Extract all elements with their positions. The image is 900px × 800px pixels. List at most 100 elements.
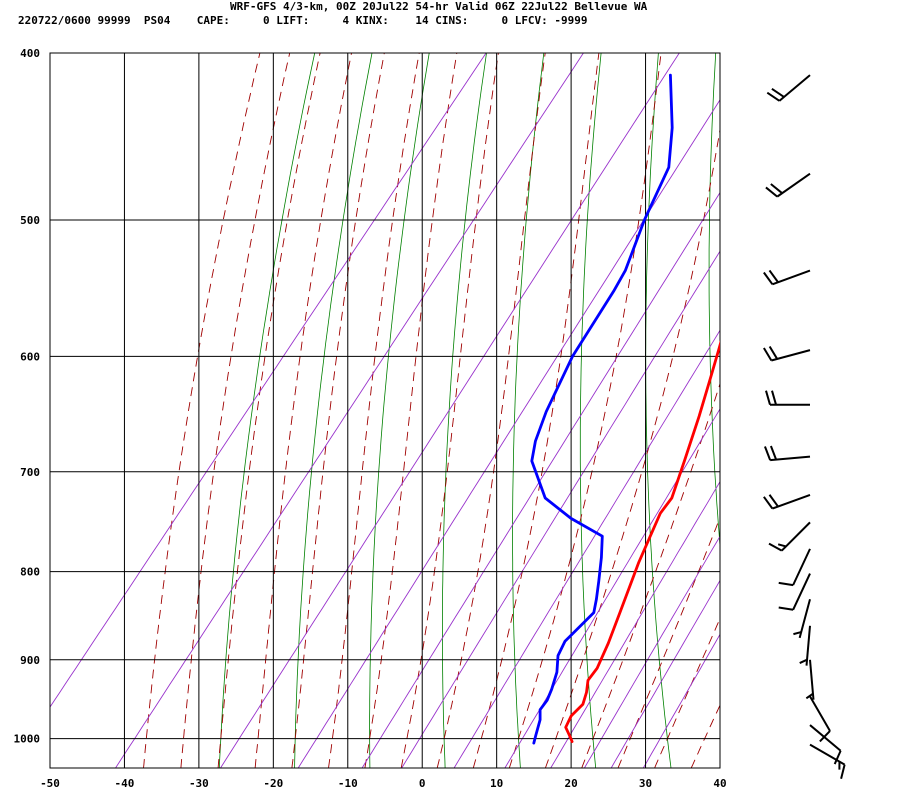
moist-adiabat	[217, 53, 321, 768]
wind-barb	[809, 724, 842, 765]
temperature-profile	[564, 340, 720, 743]
moist-adiabat	[617, 516, 720, 768]
pressure-tick-label: 600	[20, 350, 40, 363]
wind-barb	[793, 598, 811, 639]
wind-barb	[763, 493, 811, 510]
dry-adiabat	[441, 53, 487, 768]
barb-feather	[763, 496, 774, 510]
barb-feather	[771, 87, 785, 98]
x-tick-label: -30	[189, 777, 209, 790]
barb-staff	[776, 172, 811, 198]
dry-adiabat	[512, 53, 545, 768]
moist-adiabat	[180, 53, 291, 768]
mixing-ratio-line	[642, 633, 720, 768]
pressure-tick-label: 1000	[14, 733, 41, 746]
barb-feather	[805, 692, 814, 700]
wind-barb	[778, 573, 811, 611]
barb-feather	[766, 91, 780, 102]
pressure-tick-label: 900	[20, 654, 40, 667]
mixing-ratio-line	[401, 250, 720, 768]
barb-staff	[770, 455, 811, 462]
pressure-tick-label: 800	[20, 566, 40, 579]
mixing-ratio-line	[584, 535, 720, 768]
wind-barb	[768, 521, 811, 552]
dry-adiabat	[770, 15, 821, 768]
pressure-tick-label: 500	[20, 214, 40, 227]
barb-staff	[809, 724, 842, 752]
mixing-ratio-line	[361, 191, 720, 768]
barb-feather	[765, 390, 771, 405]
wind-barb	[765, 172, 811, 198]
barb-feather	[819, 730, 831, 743]
barb-feather	[768, 345, 779, 360]
moist-adiabat	[291, 53, 385, 768]
moist-adiabat	[544, 126, 720, 768]
barb-staff	[792, 573, 811, 611]
barb-feather	[840, 764, 846, 779]
mixing-ratio-line	[610, 579, 720, 768]
mixing-ratio-line	[220, 53, 680, 768]
pressure-tick-label: 400	[20, 47, 40, 60]
grid-lines	[49, 52, 721, 769]
dry-adiabat	[218, 53, 316, 768]
dry-adiabat	[369, 53, 430, 768]
barb-feather	[778, 581, 794, 587]
moist-adiabat	[581, 382, 720, 768]
x-tick-label: -40	[115, 777, 135, 790]
moist-adiabat	[508, 53, 662, 768]
moist-adiabat	[328, 53, 420, 768]
dry-adiabat	[830, 15, 897, 768]
barb-feather	[768, 542, 783, 552]
moist-adiabat	[690, 704, 720, 768]
barb-feather	[769, 445, 778, 460]
barb-feather	[768, 269, 779, 283]
barb-feather	[764, 446, 772, 461]
moist-adiabat	[400, 53, 499, 768]
wind-barb	[766, 74, 811, 102]
wind-barb	[765, 390, 810, 406]
chart-title: WRF-GFS 4/3-km, 00Z 20Jul22 54-hr Valid …	[230, 0, 648, 13]
wind-barb	[764, 445, 811, 462]
barb-staff	[809, 695, 831, 732]
barb-feather	[793, 631, 802, 636]
wind-barb	[809, 695, 831, 743]
moist-adiabat	[472, 53, 600, 768]
wind-barb	[805, 659, 815, 700]
barb-feather	[770, 183, 783, 194]
barb-feather	[763, 347, 773, 362]
x-tick-label: -10	[338, 777, 358, 790]
x-tick-label: 10	[490, 777, 503, 790]
barb-staff	[809, 659, 815, 700]
barb-feather	[799, 658, 808, 664]
moist-adiabat	[364, 53, 458, 768]
x-tick-label: 20	[564, 777, 577, 790]
dry-adiabat	[888, 15, 900, 768]
barb-staff	[809, 743, 846, 766]
barb-staff	[792, 548, 811, 586]
mixing-ratio-line	[453, 329, 720, 768]
barb-feather	[768, 494, 779, 508]
mixing-ratio-line	[115, 53, 584, 768]
wind-barb	[799, 625, 811, 666]
barb-feather	[778, 606, 794, 611]
moist-adiabat	[436, 53, 546, 768]
barb-feather	[833, 750, 842, 765]
barb-feather	[771, 390, 777, 405]
mixing-ratio-line	[297, 99, 720, 768]
wind-barb	[778, 548, 811, 587]
moist-adiabat	[254, 53, 352, 768]
x-tick-label: 0	[419, 777, 426, 790]
background-lines	[50, 15, 900, 768]
moist-adiabat	[654, 617, 720, 768]
barb-staff	[781, 521, 811, 552]
dry-adiabat	[645, 53, 672, 768]
wind-barb	[763, 269, 811, 286]
barb-staff	[771, 349, 811, 362]
profile-series	[530, 73, 720, 745]
chart-subtitle: 220722/0600 99999 PS04 CAPE: 0 LIFT: 4 K…	[18, 14, 588, 27]
mixing-ratio-line	[50, 53, 487, 708]
barb-feather	[765, 186, 778, 198]
barb-staff	[772, 269, 811, 286]
barb-staff	[778, 74, 811, 102]
dry-adiabat	[294, 53, 373, 768]
